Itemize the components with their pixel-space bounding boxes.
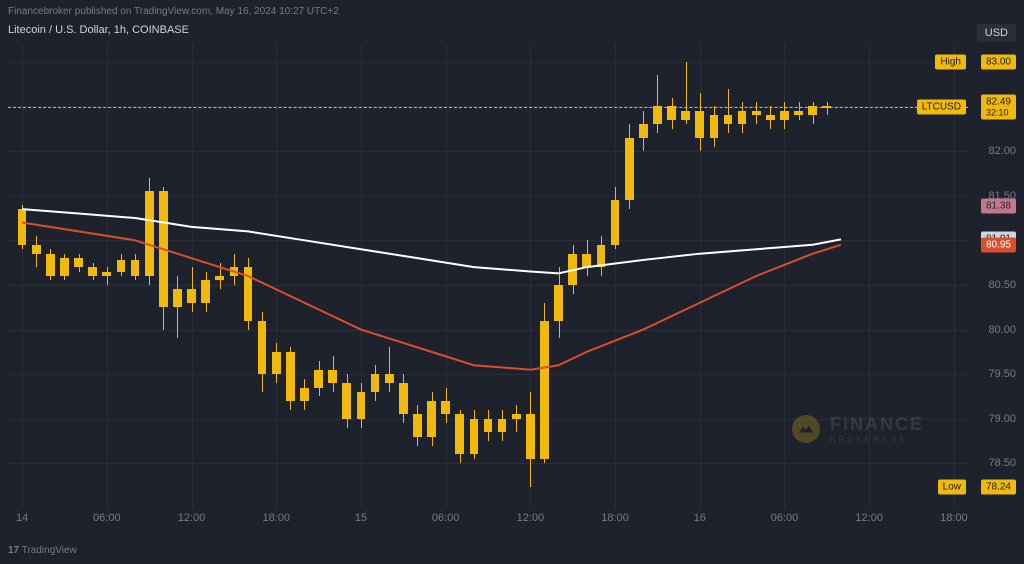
y-axis-label: 80.50 <box>988 279 1016 291</box>
price-badge: 81.38 <box>981 199 1016 214</box>
x-axis: 14 06:00 12:00 18:00 15 06:00 12:00 18:00 16 06:0… <box>8 512 968 528</box>
currency-badge: USD <box>977 24 1016 42</box>
x-axis-label: 18:00 <box>601 512 629 524</box>
x-axis-label: 06:00 <box>432 512 460 524</box>
ma-white <box>22 209 841 273</box>
price-badge: 82.4932:10 <box>981 95 1016 120</box>
x-axis-label: 18:00 <box>262 512 290 524</box>
x-axis-label: 06:00 <box>93 512 121 524</box>
symbol-title: Litecoin / U.S. Dollar, 1h, COINBASE <box>8 24 189 36</box>
x-axis-label: 12:00 <box>517 512 545 524</box>
watermark-icon <box>792 415 820 443</box>
x-axis-label: 18:00 <box>940 512 968 524</box>
x-axis-label: 12:00 <box>855 512 883 524</box>
x-axis-label: 14 <box>16 512 28 524</box>
price-badge: 83.00 <box>981 54 1016 69</box>
watermark-main: FINANCE <box>830 414 924 435</box>
publisher-credit: Financebroker published on TradingView.c… <box>8 6 339 17</box>
x-axis-label: 16 <box>694 512 706 524</box>
y-axis-label: 82.00 <box>988 145 1016 157</box>
x-axis-label: 06:00 <box>771 512 799 524</box>
price-tag-high: High <box>935 54 966 69</box>
price-tag-ltcusd: LTCUSD <box>917 100 966 115</box>
x-axis-label: 12:00 <box>178 512 206 524</box>
watermark: FINANCE BROKERAGE <box>792 414 924 444</box>
tradingview-credit: 17 TradingView <box>8 545 77 556</box>
x-axis-label: 15 <box>355 512 367 524</box>
y-axis-label: 78.50 <box>988 457 1016 469</box>
ma-orange <box>22 222 841 369</box>
y-axis-label: 80.00 <box>988 324 1016 336</box>
y-axis: 78.5079.0079.5080.0080.5081.5082.0082.50… <box>972 44 1016 508</box>
price-badge: 78.24 <box>981 479 1016 494</box>
y-axis-label: 79.50 <box>988 368 1016 380</box>
price-badge: 80.95 <box>981 237 1016 252</box>
watermark-sub: BROKERAGE <box>830 435 924 444</box>
y-axis-label: 79.00 <box>988 413 1016 425</box>
price-tag-low: Low <box>938 479 966 494</box>
